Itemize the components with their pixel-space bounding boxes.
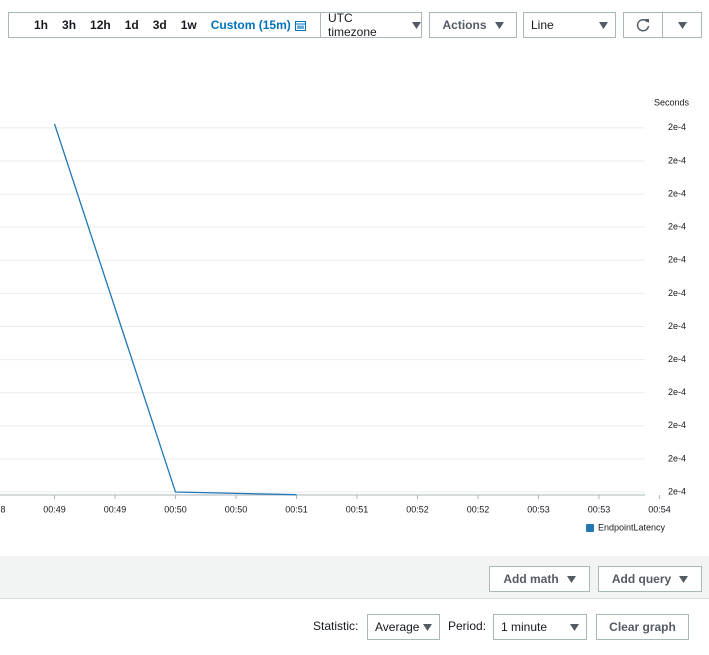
x-tick-label: 00:49 bbox=[43, 504, 66, 514]
dropdown-arrow bbox=[412, 21, 421, 29]
refresh-options[interactable] bbox=[662, 12, 702, 38]
y-tick-label: 2e-4 bbox=[668, 354, 686, 364]
timezone-dropdown[interactable]: UTC timezone bbox=[320, 11, 422, 39]
refresh-button[interactable] bbox=[623, 12, 663, 38]
period-dropdown[interactable]: 1 minute bbox=[493, 614, 587, 640]
period-label: Period: bbox=[448, 619, 487, 633]
y-axis-label: Seconds bbox=[654, 97, 690, 107]
x-tick-label: 00:53 bbox=[527, 504, 550, 514]
data-line bbox=[53, 123, 297, 496]
y-tick-label: 2e-4 bbox=[668, 321, 686, 331]
dropdown-arrow bbox=[599, 21, 608, 29]
add-query-label: Add query bbox=[611, 572, 672, 586]
dropdown-arrow bbox=[677, 21, 687, 29]
add-query-button[interactable]: Add query bbox=[598, 566, 702, 592]
statistic-label: Statistic: bbox=[313, 619, 359, 633]
view-label: Line bbox=[531, 18, 554, 32]
actions-label: Actions bbox=[442, 18, 487, 32]
view-dropdown[interactable]: Line bbox=[523, 12, 616, 38]
legend-swatch bbox=[586, 524, 594, 532]
x-tick-label: 00:52 bbox=[467, 504, 490, 514]
x-tick-label: 00:51 bbox=[285, 504, 308, 514]
dropdown-arrow bbox=[679, 575, 689, 583]
x-tick-label: 00:54 bbox=[648, 504, 671, 514]
actions-button[interactable]: Actions bbox=[429, 12, 517, 38]
clear-graph-button[interactable]: Clear graph bbox=[596, 614, 689, 640]
refresh-icon bbox=[636, 19, 650, 32]
y-tick-label: 2e-4 bbox=[668, 288, 686, 298]
x-tick-label: 00:50 bbox=[164, 504, 187, 514]
y-tick-label: 2e-4 bbox=[668, 387, 686, 397]
statistic-value: Average bbox=[375, 620, 420, 634]
add-math-button[interactable]: Add math bbox=[489, 566, 590, 592]
x-tick-label: 00:49 bbox=[104, 504, 127, 514]
y-tick-label: 2e-4 bbox=[668, 122, 686, 132]
dropdown-arrow bbox=[494, 21, 504, 29]
statistic-dropdown[interactable]: Average bbox=[367, 614, 440, 640]
x-tick-label: 8 bbox=[0, 504, 5, 514]
range-button[interactable]: 3d bbox=[152, 18, 167, 32]
y-tick-label: 2e-4 bbox=[668, 222, 686, 232]
query-bar bbox=[0, 556, 709, 599]
timezone-label: UTC timezone bbox=[328, 11, 377, 39]
dropdown-arrow bbox=[566, 575, 576, 583]
range-button[interactable]: 1d bbox=[124, 18, 139, 32]
dropdown-arrow bbox=[570, 623, 579, 631]
custom-range[interactable]: Custom (15m) bbox=[210, 18, 291, 32]
time-range-selector: 1h 3h 12h 1d 3d 1w Custom (15m) bbox=[8, 12, 321, 38]
x-tick-label: 00:50 bbox=[225, 504, 248, 514]
y-tick-label: 2e-4 bbox=[668, 255, 686, 265]
y-tick-label: 2e-4 bbox=[668, 420, 686, 430]
y-tick-label: 2e-4 bbox=[668, 188, 686, 198]
range-button[interactable]: 3h bbox=[62, 18, 77, 32]
dropdown-arrow bbox=[423, 623, 432, 631]
x-tick-label: 00:53 bbox=[588, 504, 611, 514]
y-tick-label: 2e-4 bbox=[668, 155, 686, 165]
calendar-icon bbox=[294, 20, 306, 31]
y-tick-label: 2e-4 bbox=[668, 486, 686, 496]
legend-label: EndpointLatency bbox=[598, 522, 666, 532]
range-button[interactable]: 1w bbox=[180, 18, 197, 32]
chart: Seconds 2e-4 2e-4 2e-4 2e-4 2e-4 2e-4 2e-4 2e-4 2… bbox=[0, 97, 690, 532]
range-button[interactable]: 12h bbox=[90, 18, 111, 32]
period-value: 1 minute bbox=[501, 620, 548, 634]
x-tick-label: 00:51 bbox=[346, 504, 369, 514]
x-tick-label: 00:52 bbox=[406, 504, 429, 514]
y-tick-label: 2e-4 bbox=[668, 453, 686, 463]
add-math-label: Add math bbox=[503, 572, 559, 586]
clear-graph-label: Clear graph bbox=[609, 620, 676, 634]
range-button[interactable]: 1h bbox=[34, 18, 49, 32]
